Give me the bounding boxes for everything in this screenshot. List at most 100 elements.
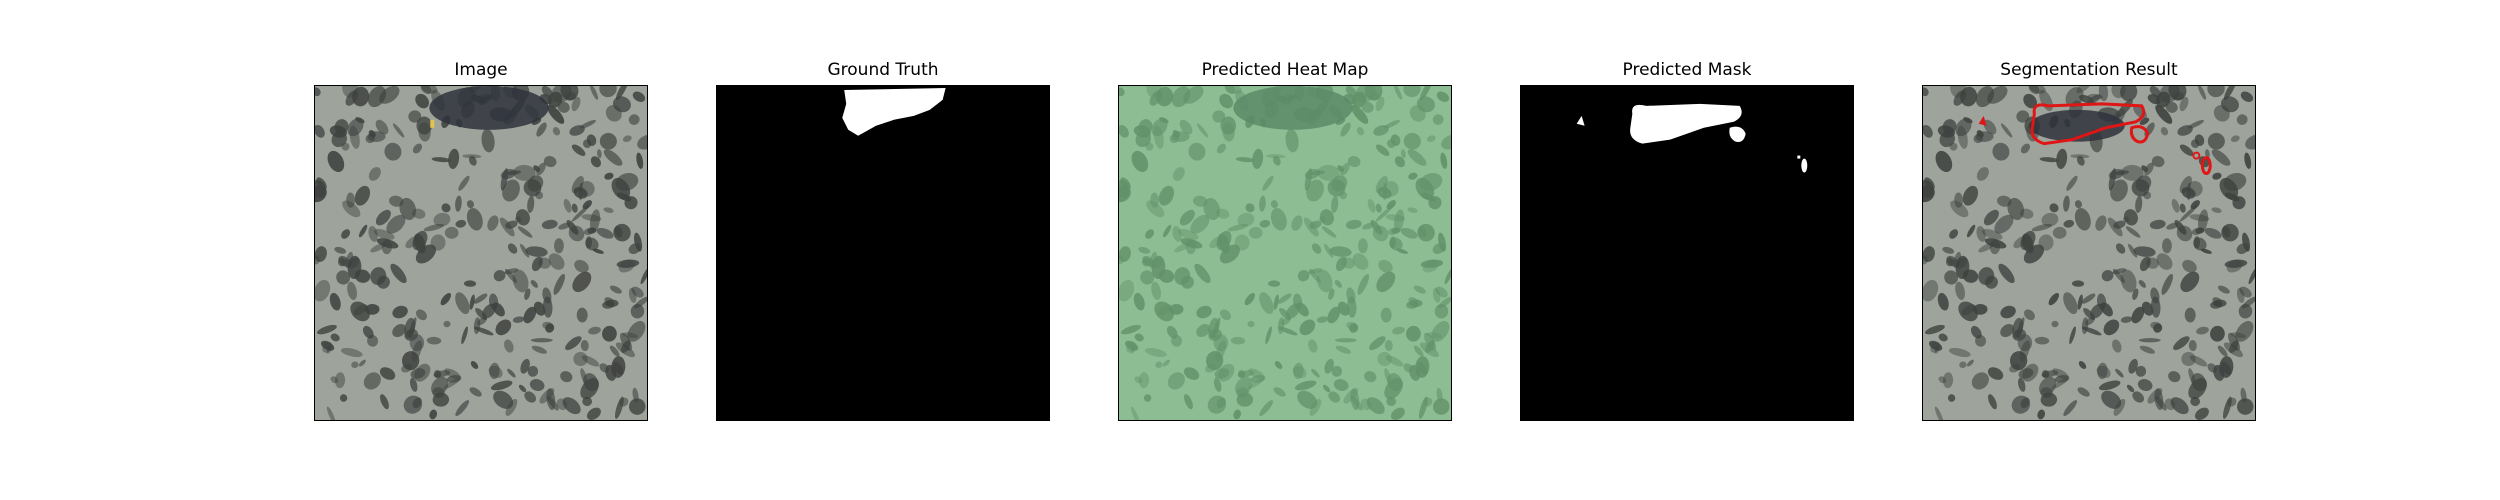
texture-spot xyxy=(2108,169,2125,180)
texture-spot xyxy=(2051,320,2059,328)
texture-spot xyxy=(1963,117,1973,124)
texture-spot xyxy=(2123,216,2130,223)
texture-spot xyxy=(2112,268,2127,275)
texture-spot xyxy=(615,86,629,101)
texture-spot xyxy=(2197,86,2207,100)
texture-spot xyxy=(2077,387,2090,397)
texture-spot xyxy=(1994,214,2014,234)
texture-spot xyxy=(2132,288,2139,300)
texture-spot xyxy=(2141,301,2154,316)
texture-spot xyxy=(2213,364,2225,381)
texture-spot xyxy=(2194,407,2209,420)
texture-spot xyxy=(433,212,451,227)
texture-spot xyxy=(2212,297,2223,307)
texture-spot xyxy=(580,377,599,400)
texture-spot xyxy=(370,242,386,253)
texture-spot xyxy=(466,208,483,231)
texture-spot xyxy=(603,207,614,213)
texture-spot xyxy=(529,379,545,391)
texture-spot xyxy=(637,134,647,150)
texture-spot xyxy=(2023,244,2044,264)
texture-spot xyxy=(2128,243,2138,258)
texture-spot xyxy=(2217,345,2228,357)
texture-spot xyxy=(632,91,646,102)
texture-spot xyxy=(538,257,551,269)
texture-spot xyxy=(2239,286,2252,298)
texture-spot xyxy=(1989,239,2001,255)
texture-spot xyxy=(581,214,602,222)
texture-spot xyxy=(2179,96,2189,112)
texture-spot xyxy=(2155,396,2167,411)
texture-spot xyxy=(1975,86,1995,108)
panel-title-segmentation-result: Segmentation Result xyxy=(2000,60,2178,80)
texture-spot xyxy=(1942,246,1955,254)
texture-spot xyxy=(2182,259,2197,273)
texture-spot xyxy=(571,144,586,156)
predicted-region-main xyxy=(1630,103,1742,144)
texture-spot xyxy=(355,117,365,124)
texture-spot xyxy=(2184,307,2196,323)
texture-spot xyxy=(1938,333,1948,342)
texture-spot xyxy=(619,397,629,407)
texture-spot xyxy=(1997,195,2012,207)
texture-spot xyxy=(536,122,547,137)
texture-spot xyxy=(597,149,602,159)
texture-spot xyxy=(2190,396,2201,407)
texture-spot xyxy=(2133,246,2156,257)
contour-dot xyxy=(2200,156,2212,175)
texture-spot xyxy=(556,398,568,411)
texture-spot xyxy=(493,390,514,409)
texture-spot xyxy=(2188,339,2197,352)
texture-spot xyxy=(1976,226,1986,242)
texture-spot xyxy=(2191,227,2202,236)
texture-spot xyxy=(2186,183,2191,201)
texture-spot xyxy=(2219,177,2239,200)
texture-spot xyxy=(1998,263,2015,284)
texture-spot xyxy=(353,304,368,316)
texture-spot xyxy=(2034,336,2050,345)
texture-spot xyxy=(334,372,346,389)
texture-spot xyxy=(527,195,535,213)
texture-spot xyxy=(495,319,512,336)
texture-spot xyxy=(464,280,477,287)
texture-spot xyxy=(2240,91,2254,102)
texture-spot xyxy=(2121,164,2144,181)
texture-spot xyxy=(409,334,425,352)
anomaly-region xyxy=(429,86,549,130)
texture-spot xyxy=(426,336,442,345)
texture-spot xyxy=(2017,334,2033,352)
texture-spot xyxy=(2076,86,2092,94)
texture-spot xyxy=(2150,296,2161,318)
texture-spot xyxy=(515,216,522,223)
texture-spot xyxy=(520,243,530,258)
texture-spot xyxy=(1934,406,1944,420)
predicted-mask-panel xyxy=(1520,85,1854,421)
predicted-region-dot xyxy=(1801,158,1808,173)
texture-spot xyxy=(2120,269,2137,293)
texture-spot xyxy=(1948,347,1971,358)
texture-spot xyxy=(2193,237,2207,251)
texture-spot xyxy=(409,377,418,392)
texture-spot xyxy=(627,321,646,342)
texture-spot xyxy=(443,378,461,389)
texture-spot xyxy=(545,323,555,333)
texture-spot xyxy=(629,398,646,415)
anomaly-highlight xyxy=(430,119,435,128)
texture-spot xyxy=(2049,203,2059,213)
texture-spot xyxy=(2017,377,2026,392)
texture-spot xyxy=(582,396,593,407)
texture-spot xyxy=(481,129,495,153)
texture-spot xyxy=(2031,223,2053,232)
texture-spot xyxy=(354,269,371,283)
texture-spot xyxy=(604,297,615,307)
texture-spot xyxy=(2190,200,2200,210)
texture-spot xyxy=(632,387,639,403)
texture-spot xyxy=(2048,293,2060,306)
texture-spot xyxy=(2226,259,2243,273)
texture-spot xyxy=(2063,195,2070,212)
texture-spot xyxy=(621,340,631,353)
texture-spot xyxy=(547,91,563,108)
texture-spot xyxy=(547,396,559,411)
texture-spot xyxy=(412,397,422,409)
texture-spot xyxy=(2139,345,2155,354)
